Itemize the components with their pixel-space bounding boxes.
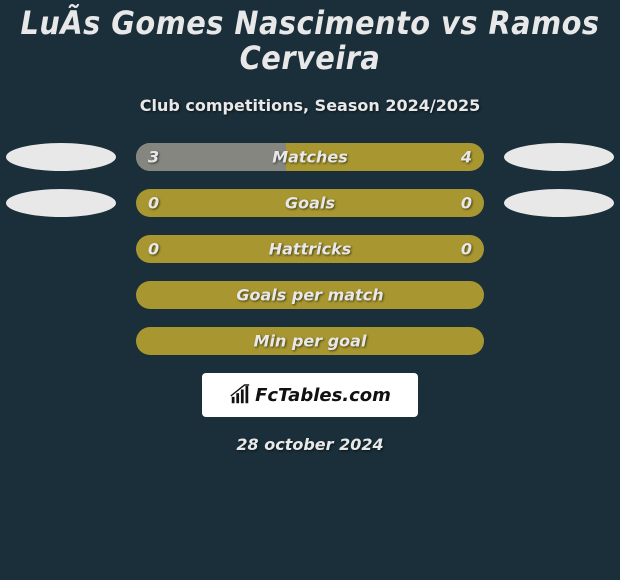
- player-left-oval: [6, 281, 116, 309]
- player-right-oval: [504, 235, 614, 263]
- bar-value-right: 4: [461, 148, 472, 167]
- stat-row: Min per goal: [6, 327, 614, 355]
- chart-icon: [229, 384, 251, 406]
- bar-value-left: 0: [148, 194, 159, 213]
- bar-value-right: 0: [461, 240, 472, 259]
- bar-label: Matches: [272, 148, 348, 167]
- player-left-oval: [6, 189, 116, 217]
- player-right-oval: [504, 281, 614, 309]
- bar-label: Hattricks: [269, 240, 352, 259]
- player-left-oval: [6, 143, 116, 171]
- page-title: LuÃ­s Gomes Nascimento vs Ramos Cerveira: [0, 6, 620, 76]
- bar-value-right: 0: [461, 194, 472, 213]
- watermark: FcTables.com: [202, 373, 418, 417]
- stat-bar: 3 4 Matches: [136, 143, 484, 171]
- player-right-oval: [504, 189, 614, 217]
- stat-row: Goals per match: [6, 281, 614, 309]
- date-text: 28 october 2024: [0, 435, 620, 454]
- subtitle: Club competitions, Season 2024/2025: [0, 96, 620, 115]
- stat-row: 0 0 Goals: [6, 189, 614, 217]
- bar-label: Goals per match: [236, 286, 383, 305]
- bar-label: Min per goal: [254, 332, 367, 351]
- stat-bar: 0 0 Hattricks: [136, 235, 484, 263]
- stat-row: 3 4 Matches: [6, 143, 614, 171]
- bar-label: Goals: [285, 194, 335, 213]
- bar-value-left: 0: [148, 240, 159, 259]
- comparison-infographic: LuÃ­s Gomes Nascimento vs Ramos Cerveira…: [0, 0, 620, 454]
- watermark-text: FcTables.com: [255, 385, 391, 406]
- stats-area: 3 4 Matches 0 0 Goals 0 0 Hattricks Goals per mat…: [0, 143, 620, 355]
- stat-bar: 0 0 Goals: [136, 189, 484, 217]
- player-left-oval: [6, 327, 116, 355]
- player-right-oval: [504, 143, 614, 171]
- stat-bar: Goals per match: [136, 281, 484, 309]
- stat-row: 0 0 Hattricks: [6, 235, 614, 263]
- stat-bar: Min per goal: [136, 327, 484, 355]
- player-right-oval: [504, 327, 614, 355]
- bar-value-left: 3: [148, 148, 159, 167]
- player-left-oval: [6, 235, 116, 263]
